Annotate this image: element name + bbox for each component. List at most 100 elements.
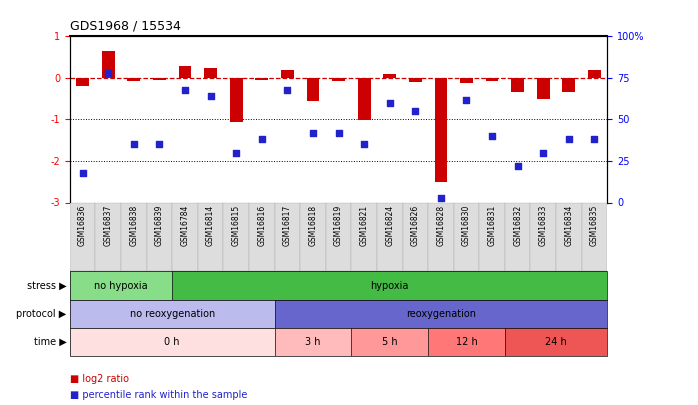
Bar [70, 328, 274, 356]
Text: GSM16837: GSM16837 [104, 205, 112, 246]
Bar [454, 202, 480, 271]
Bar [460, 78, 473, 83]
Point [205, 93, 216, 100]
Bar [403, 202, 428, 271]
Text: GSM16784: GSM16784 [181, 205, 189, 246]
Bar [306, 78, 319, 101]
Text: hypoxia: hypoxia [371, 281, 409, 290]
Bar [204, 68, 217, 78]
Point [179, 86, 191, 93]
Bar [409, 78, 422, 82]
Point [512, 163, 524, 169]
Bar [198, 202, 223, 271]
Text: GSM16814: GSM16814 [206, 205, 215, 246]
Bar [480, 202, 505, 271]
Text: GSM16828: GSM16828 [436, 205, 445, 246]
Bar [505, 328, 607, 356]
Point [256, 136, 267, 143]
Text: GSM16817: GSM16817 [283, 205, 292, 246]
Bar [70, 300, 274, 328]
Text: time ▶: time ▶ [34, 337, 66, 347]
Bar [172, 271, 607, 300]
Bar [332, 78, 345, 81]
Bar [351, 202, 377, 271]
Bar [588, 70, 601, 78]
Point [537, 149, 549, 156]
Bar [274, 328, 351, 356]
Bar [153, 78, 165, 80]
Bar [179, 66, 191, 78]
Text: no reoxygenation: no reoxygenation [130, 309, 215, 319]
Text: GDS1968 / 15534: GDS1968 / 15534 [70, 19, 181, 32]
Point [487, 133, 498, 139]
Bar [274, 202, 300, 271]
Text: GSM16838: GSM16838 [129, 205, 138, 246]
Bar [255, 78, 268, 80]
Text: GSM16826: GSM16826 [411, 205, 419, 246]
Bar [486, 78, 498, 81]
Text: 3 h: 3 h [305, 337, 320, 347]
Point [563, 136, 574, 143]
Text: 0 h: 0 h [165, 337, 180, 347]
Bar [563, 78, 575, 92]
Point [410, 108, 421, 114]
Text: GSM16831: GSM16831 [488, 205, 496, 246]
Bar [281, 70, 294, 78]
Bar [96, 202, 121, 271]
Text: GSM16816: GSM16816 [258, 205, 266, 246]
Bar [351, 328, 428, 356]
Point [589, 136, 600, 143]
Bar [581, 202, 607, 271]
Bar [383, 74, 396, 78]
Point [103, 70, 114, 76]
Text: no hypoxia: no hypoxia [94, 281, 148, 290]
Text: 5 h: 5 h [382, 337, 398, 347]
Text: 24 h: 24 h [545, 337, 567, 347]
Text: ■ percentile rank within the sample: ■ percentile rank within the sample [70, 390, 247, 400]
Bar [70, 202, 96, 271]
Bar [300, 202, 326, 271]
Bar [505, 202, 530, 271]
Point [128, 141, 140, 148]
Bar [428, 202, 454, 271]
Point [282, 86, 293, 93]
Text: GSM16836: GSM16836 [78, 205, 87, 246]
Text: GSM16830: GSM16830 [462, 205, 471, 246]
Bar [358, 78, 371, 120]
Text: GSM16824: GSM16824 [385, 205, 394, 246]
Bar [70, 271, 172, 300]
Text: GSM16834: GSM16834 [565, 205, 573, 246]
Point [384, 100, 395, 106]
Point [77, 169, 88, 176]
Text: GSM16815: GSM16815 [232, 205, 241, 246]
Bar [223, 202, 249, 271]
Bar [76, 78, 89, 86]
Text: GSM16835: GSM16835 [590, 205, 599, 246]
Text: GSM16819: GSM16819 [334, 205, 343, 246]
Bar [121, 202, 147, 271]
Point [307, 130, 318, 136]
Text: GSM16832: GSM16832 [513, 205, 522, 246]
Text: GSM16833: GSM16833 [539, 205, 548, 246]
Point [154, 141, 165, 148]
Bar [147, 202, 172, 271]
Point [333, 130, 344, 136]
Text: stress ▶: stress ▶ [27, 281, 66, 290]
Bar [274, 300, 607, 328]
Bar [127, 78, 140, 81]
Text: GSM16818: GSM16818 [309, 205, 318, 246]
Bar [102, 51, 114, 78]
Text: 12 h: 12 h [456, 337, 477, 347]
Text: protocol ▶: protocol ▶ [16, 309, 66, 319]
Point [359, 141, 370, 148]
Bar [530, 202, 556, 271]
Bar [377, 202, 403, 271]
Point [461, 96, 472, 103]
Bar [434, 78, 447, 182]
Bar [326, 202, 351, 271]
Point [230, 149, 242, 156]
Bar [230, 78, 243, 122]
Text: ■ log2 ratio: ■ log2 ratio [70, 374, 129, 384]
Point [436, 194, 447, 201]
Text: GSM16839: GSM16839 [155, 205, 164, 246]
